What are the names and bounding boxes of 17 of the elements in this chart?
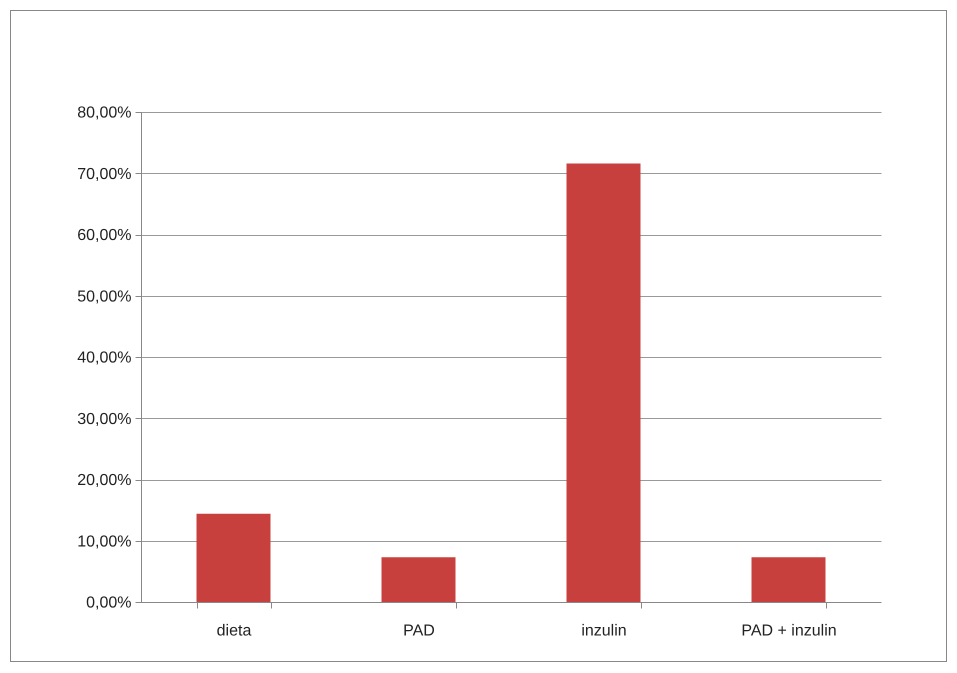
x-tick-label: dieta	[216, 622, 252, 640]
y-tick-label: 40,00%	[77, 350, 132, 366]
bar	[752, 557, 826, 602]
y-tick-label: 80,00%	[77, 104, 132, 122]
x-tick-label: PAD	[403, 622, 435, 640]
y-tick-label: 30,00%	[77, 410, 132, 428]
y-tick-label: 50,00%	[77, 288, 132, 306]
bar	[566, 163, 640, 602]
bar	[196, 514, 270, 602]
y-tick-label: 20,00%	[77, 472, 132, 489]
bar	[382, 557, 456, 602]
y-tick-label: 70,00%	[77, 166, 132, 183]
x-tick-label: inzulin	[581, 622, 627, 640]
y-tick-label: 60,00%	[77, 227, 132, 244]
y-tick-label: 0,00%	[86, 594, 132, 612]
x-tick-label: PAD + inzulin	[741, 622, 837, 640]
y-tick-label: 10,00%	[77, 533, 132, 550]
